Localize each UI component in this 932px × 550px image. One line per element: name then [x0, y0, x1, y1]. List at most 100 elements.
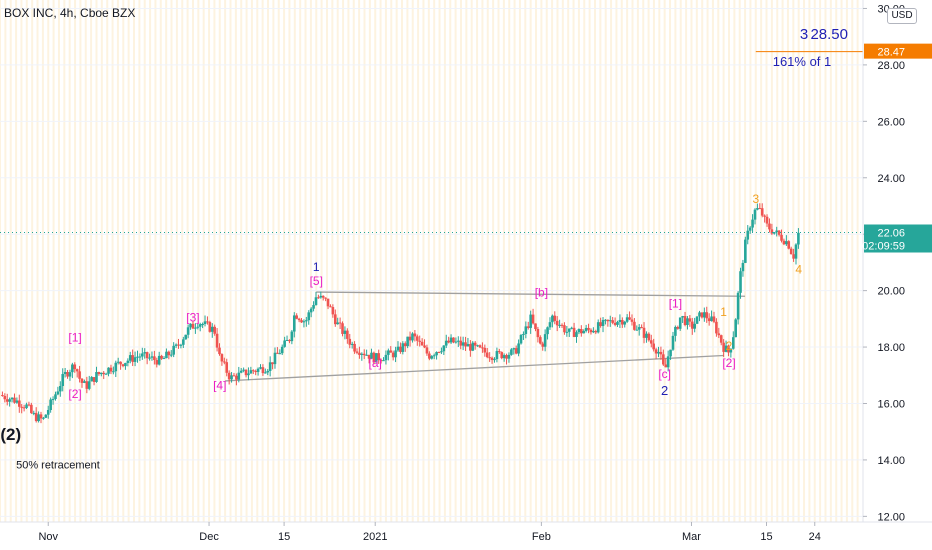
candle-body — [727, 345, 730, 353]
candle-body — [309, 308, 313, 313]
candle-body — [522, 333, 525, 336]
candle-body — [97, 372, 101, 375]
candle-body — [280, 346, 284, 354]
candle-body — [256, 368, 260, 372]
candle-body — [20, 406, 24, 408]
candle-body — [570, 327, 573, 329]
candle-body — [572, 327, 576, 337]
candle-body — [775, 230, 778, 233]
candle-body — [403, 343, 407, 347]
candle-body — [466, 344, 470, 347]
candle-body — [15, 400, 19, 403]
y-tick-label: 20.00 — [877, 286, 905, 298]
candle-body — [387, 350, 390, 355]
price-axis[interactable]: 12.0014.0016.0018.0020.0022.0024.0026.00… — [862, 0, 932, 550]
candle-body — [297, 318, 301, 321]
candle-body — [782, 240, 786, 245]
candle-body — [485, 352, 489, 358]
candle-body — [191, 323, 195, 329]
candle-body — [707, 318, 711, 322]
candle-body — [483, 347, 487, 353]
candle-body — [148, 357, 151, 359]
candle-body — [75, 369, 79, 372]
candle-body — [719, 335, 723, 343]
candle-body — [649, 340, 653, 344]
candle-body — [657, 351, 660, 354]
candle-body — [239, 370, 243, 373]
candle-body — [44, 414, 48, 418]
candle-body — [623, 321, 627, 325]
wave-label: [2] — [68, 387, 81, 401]
candle-body — [155, 360, 159, 365]
candle-body — [128, 355, 132, 361]
candle-body — [377, 353, 381, 361]
candle-body — [49, 399, 52, 411]
candle-body — [640, 327, 643, 329]
candle-body — [666, 356, 670, 368]
candle-body — [659, 351, 663, 355]
candle-body — [744, 239, 747, 263]
wave-label: 1 — [720, 305, 727, 319]
candle-body — [674, 326, 677, 336]
candle-body — [606, 319, 610, 322]
candle-body — [198, 324, 202, 327]
candle-body — [5, 399, 9, 402]
candle-body — [551, 315, 554, 323]
candle-body — [30, 404, 33, 414]
candle-body — [703, 312, 706, 318]
candle-body — [642, 327, 646, 338]
candle-body — [333, 314, 337, 325]
candle-body — [418, 340, 422, 342]
candle-body — [150, 356, 154, 358]
candle-body — [495, 351, 499, 360]
candle-body — [271, 362, 274, 365]
candle-body — [765, 216, 769, 224]
candle-body — [17, 400, 21, 407]
candle-body — [449, 337, 453, 343]
candle-body — [698, 312, 701, 317]
time-axis[interactable]: Nov Dec 15 2021 Feb Mar 15 24 — [0, 521, 932, 550]
candle-body — [59, 386, 62, 392]
candle-body — [406, 336, 409, 347]
candle-body — [367, 354, 371, 359]
candle-body — [498, 351, 501, 353]
candle-body — [608, 320, 612, 322]
candle-body — [493, 359, 496, 361]
wave-label: [1] — [669, 297, 682, 311]
candle-body — [382, 360, 385, 362]
candle-body — [683, 316, 687, 326]
x-tick-label: Dec — [199, 531, 219, 543]
candle-body — [391, 352, 395, 358]
candle-body — [186, 327, 190, 335]
candle-body — [177, 344, 180, 346]
candle-body — [317, 297, 320, 299]
candle-body — [514, 348, 518, 354]
annotation-text: 50% retracement — [16, 459, 100, 471]
candle-body — [42, 417, 45, 419]
candle-body — [780, 234, 783, 241]
candle-body — [526, 326, 530, 328]
currency-button[interactable]: USD — [887, 8, 917, 24]
candle-body — [432, 355, 436, 357]
candle-body — [362, 353, 366, 356]
candle-body — [630, 319, 634, 322]
wave-label: (2) — [0, 425, 21, 444]
candle-body — [469, 344, 472, 351]
candle-body — [502, 355, 506, 359]
candle-body — [408, 336, 412, 341]
candle-body — [3, 395, 7, 400]
candle-body — [772, 232, 776, 234]
candle-body — [83, 381, 86, 383]
wave-label: 1 — [313, 260, 320, 274]
candle-body — [92, 377, 96, 382]
price-tag-countdown: 02:09:59 — [862, 241, 905, 253]
candle-body — [95, 372, 98, 382]
candle-body — [519, 335, 523, 344]
candle-body — [567, 328, 571, 332]
candle-body — [693, 323, 696, 329]
candle-body — [307, 312, 311, 321]
candle-body — [457, 340, 460, 342]
candle-body — [654, 349, 658, 354]
candle-body — [731, 337, 735, 349]
